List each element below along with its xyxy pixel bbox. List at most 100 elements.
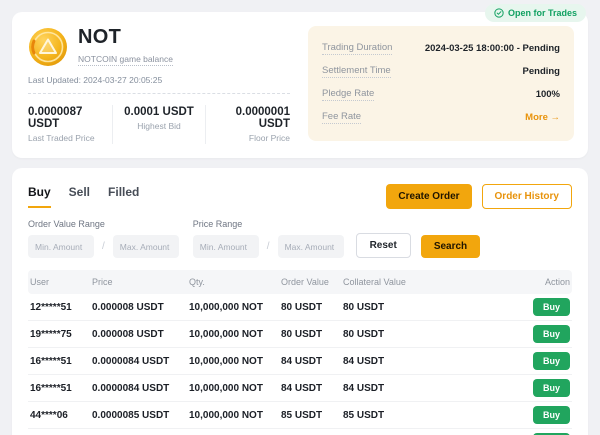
price-min-input[interactable] bbox=[192, 235, 259, 258]
status-badge: Open for Trades bbox=[484, 4, 586, 22]
cell-user: 44****06 bbox=[30, 409, 68, 421]
info-row: Trading Duration 2024-03-25 18:00:00 - Pe… bbox=[322, 42, 560, 55]
cell-order_value: 84 USDT bbox=[281, 355, 323, 367]
column-header: User bbox=[30, 277, 50, 287]
buy-button[interactable]: Buy bbox=[532, 325, 570, 343]
check-circle-icon bbox=[494, 8, 504, 18]
orders-table: User Price Qty. Order Value Collateral Value… bbox=[28, 270, 572, 435]
token-subtitle: NOTCOIN game balance bbox=[78, 54, 173, 66]
order-value-min-input[interactable] bbox=[28, 235, 94, 258]
notcoin-logo-icon bbox=[28, 27, 68, 67]
info-row: Pledge Rate 100% bbox=[322, 88, 560, 101]
cell-action: Buy bbox=[504, 433, 570, 435]
cell-action: Buy bbox=[504, 352, 570, 370]
buy-button[interactable]: Buy bbox=[532, 406, 570, 424]
column-header: Collateral Value bbox=[343, 277, 406, 287]
stat-label: Highest Bid bbox=[137, 121, 181, 131]
filters-bar: Order Value Range / Price Range / Reset … bbox=[28, 219, 572, 258]
price-stats: 0.0000087 USDT Last Traded Price 0.0001 US… bbox=[28, 105, 290, 144]
order-history-button[interactable]: Order History bbox=[481, 184, 572, 209]
cell-order_value: 80 USDT bbox=[281, 328, 323, 340]
info-label: Trading Duration bbox=[322, 42, 393, 55]
cell-collateral_value: 80 USDT bbox=[343, 301, 385, 313]
cell-collateral_value: 84 USDT bbox=[343, 382, 385, 394]
cell-user: 16*****51 bbox=[30, 382, 72, 394]
buy-button[interactable]: Buy bbox=[532, 298, 570, 316]
create-order-button[interactable]: Create Order bbox=[386, 184, 472, 209]
info-row: Settlement Time Pending bbox=[322, 65, 560, 78]
token-symbol: NOT bbox=[78, 26, 122, 48]
tab-sell[interactable]: Sell bbox=[68, 185, 91, 199]
column-header: Qty. bbox=[189, 277, 205, 287]
buy-button[interactable]: Buy bbox=[532, 379, 570, 397]
orderbook-card: Buy Sell Filled Create Order Order History… bbox=[12, 168, 588, 435]
cell-user: 19*****75 bbox=[30, 328, 72, 340]
stat-value: 0.0001 USDT bbox=[124, 106, 194, 118]
cell-price: 0.000008 USDT bbox=[92, 328, 164, 340]
cell-qty: 10,000,000 NOT bbox=[189, 409, 263, 421]
info-label: Fee Rate bbox=[322, 111, 362, 124]
price-stat-1: 0.0001 USDT Highest Bid bbox=[112, 105, 206, 144]
cell-collateral_value: 80 USDT bbox=[343, 328, 385, 340]
stat-label: Last Traded Price bbox=[28, 133, 95, 143]
price-stat-0: 0.0000087 USDT Last Traded Price bbox=[28, 105, 112, 144]
cell-action: Buy bbox=[504, 298, 570, 316]
token-summary: NOT NOTCOIN game balance Last Updated: 2… bbox=[28, 26, 290, 144]
buy-button[interactable]: Buy bbox=[532, 433, 570, 435]
cell-price: 0.000008 USDT bbox=[92, 301, 164, 313]
orderbook-tabs: Buy Sell Filled bbox=[28, 185, 139, 208]
order-value-range-group: Order Value Range / bbox=[28, 219, 179, 258]
price-range-group: Price Range / bbox=[192, 219, 344, 258]
info-value-link[interactable]: More → bbox=[525, 112, 560, 123]
info-label: Pledge Rate bbox=[322, 88, 375, 101]
cell-qty: 10,000,000 NOT bbox=[189, 328, 263, 340]
range-separator: / bbox=[102, 241, 105, 252]
divider bbox=[28, 93, 290, 94]
buy-button[interactable]: Buy bbox=[532, 352, 570, 370]
table-header: User Price Qty. Order Value Collateral Value… bbox=[28, 270, 572, 294]
price-stat-2: 0.0000001 USDT Floor Price bbox=[206, 105, 290, 144]
cell-order_value: 85 USDT bbox=[281, 409, 323, 421]
cell-action: Buy bbox=[504, 406, 570, 424]
info-value: Pending bbox=[522, 66, 560, 77]
cell-qty: 10,000,000 NOT bbox=[189, 301, 263, 313]
search-button[interactable]: Search bbox=[420, 235, 481, 258]
cell-user: 12*****51 bbox=[30, 301, 72, 313]
order-value-max-input[interactable] bbox=[112, 235, 179, 258]
stat-value: 0.0000001 USDT bbox=[235, 106, 290, 130]
cell-order_value: 80 USDT bbox=[281, 301, 323, 313]
tab-filled[interactable]: Filled bbox=[108, 185, 140, 199]
stat-value: 0.0000087 USDT bbox=[28, 106, 83, 130]
price-range-label: Price Range bbox=[192, 219, 243, 229]
cell-qty: 10,000,000 NOT bbox=[189, 382, 263, 394]
cell-price: 0.0000084 USDT bbox=[92, 382, 170, 394]
table-row: 16*****51 0.0000084 USDT 10,000,000 NOT 84 … bbox=[28, 375, 572, 402]
cell-action: Buy bbox=[504, 325, 570, 343]
last-updated-text: Last Updated: 2024-03-27 20:05:25 bbox=[28, 75, 163, 85]
token-header-card: NOT NOTCOIN game balance Last Updated: 2… bbox=[12, 12, 588, 158]
info-value: 2024-03-25 18:00:00 - Pending bbox=[424, 43, 560, 54]
range-separator: / bbox=[266, 241, 270, 252]
reset-button[interactable]: Reset bbox=[355, 233, 411, 258]
tab-buy[interactable]: Buy bbox=[28, 185, 51, 208]
table-row: 12*****51 0.000008 USDT 10,000,000 NOT 80 U… bbox=[28, 294, 572, 321]
cell-user: 16*****51 bbox=[30, 355, 72, 367]
cell-price: 0.0000085 USDT bbox=[92, 409, 170, 421]
stat-label: Floor Price bbox=[248, 133, 290, 143]
table-row: 19*****75 0.000008 USDT 10,000,000 NOT 80 U… bbox=[28, 321, 572, 348]
table-body: 12*****51 0.000008 USDT 10,000,000 NOT 80 U… bbox=[28, 294, 572, 435]
column-header: Action bbox=[544, 277, 570, 287]
cell-qty: 10,000,000 NOT bbox=[189, 355, 263, 367]
trading-info-panel: Trading Duration 2024-03-25 18:00:00 - Pe… bbox=[308, 26, 574, 141]
cell-price: 0.0000084 USDT bbox=[92, 355, 170, 367]
price-max-input[interactable] bbox=[277, 235, 344, 258]
info-row: Fee Rate More → bbox=[322, 111, 560, 124]
cell-collateral_value: 84 USDT bbox=[343, 355, 385, 367]
cell-action: Buy bbox=[504, 379, 570, 397]
table-row: 44****06 0.0000085 USDT 10,000,000 NOT 85 U… bbox=[28, 402, 572, 429]
table-row: 16*****51 0.0000084 USDT 10,000,000 NOT 84 … bbox=[28, 348, 572, 375]
cell-collateral_value: 85 USDT bbox=[343, 409, 385, 421]
order-value-range-label: Order Value Range bbox=[28, 219, 105, 229]
